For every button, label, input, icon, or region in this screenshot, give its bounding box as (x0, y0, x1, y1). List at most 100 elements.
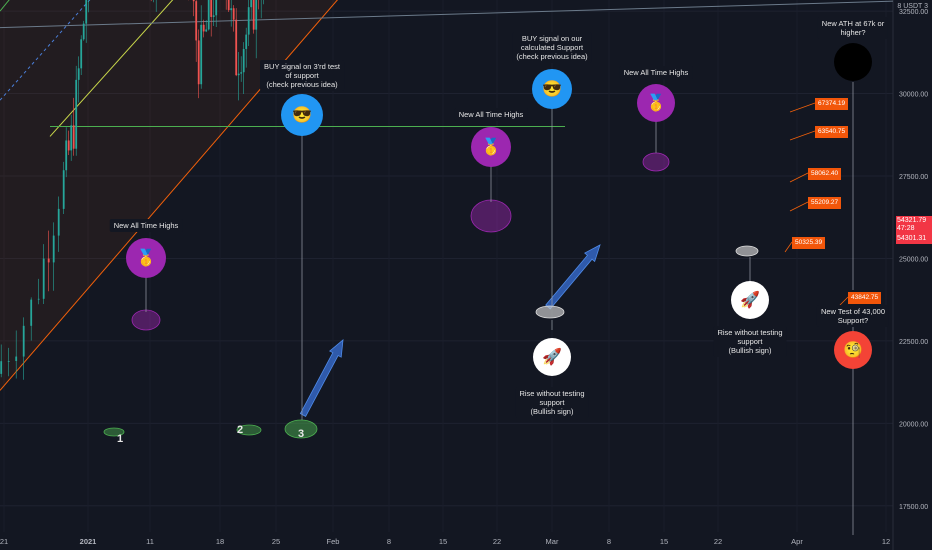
candle-body (52, 235, 55, 263)
rocket-icon: 🚀 (533, 338, 571, 376)
low-price-tag: 54301.31 (896, 234, 932, 244)
candle-body (65, 140, 68, 171)
annotation-callout: New All Time Highs (454, 108, 528, 121)
candle-body (255, 0, 258, 30)
candle-body (227, 0, 230, 11)
current-price: 54321.79 (897, 217, 927, 224)
candle-body (7, 361, 10, 362)
x-tick-label: Feb (327, 537, 340, 546)
medal-icon: 🥇 (471, 127, 511, 167)
y-tick-label: 30000.00 (899, 92, 928, 99)
x-tick-label: 21 (0, 537, 8, 546)
support-touch-2 (236, 424, 262, 436)
candle-body (42, 258, 45, 299)
channel-price-tag: 67374.19 (815, 98, 849, 110)
x-tick-label: 25 (272, 537, 280, 546)
candle-body (235, 19, 238, 76)
y-tick-label: 32500.00 (899, 9, 928, 16)
candle-body (207, 0, 210, 30)
candle-body (205, 29, 208, 32)
candle-body (197, 40, 200, 85)
candle-body (230, 8, 233, 11)
candle-body (30, 299, 33, 326)
y-tick-label: 25000.00 (899, 256, 928, 263)
x-tick-label: 12 (882, 537, 890, 546)
x-tick-label: Mar (546, 537, 559, 546)
price-tag-connector (789, 201, 809, 212)
support-number-label: 2 (237, 424, 244, 436)
rocket-icon: 🚀 (731, 281, 769, 319)
sunglasses-icon: 😎 (532, 69, 572, 109)
candle-body (195, 1, 198, 41)
candle-body (62, 170, 65, 209)
support-line-32k (0, 0, 894, 29)
support-touch-3 (284, 419, 318, 439)
x-tick-label: 8 (607, 537, 611, 546)
ath-highlight-1 (131, 309, 161, 331)
candle-body (192, 0, 195, 2)
candle-body (232, 8, 235, 20)
x-tick-label: 18 (216, 537, 224, 546)
price-tag-connector (789, 172, 809, 183)
current-price-tag: 54321.79 47:28 (896, 216, 932, 234)
candle-body (0, 361, 3, 374)
medal-icon: 🥇 (126, 238, 166, 278)
price-tag-connector (789, 102, 816, 113)
price-tag-connector (789, 130, 816, 141)
annotation-callout: New All Time Highs (619, 66, 693, 79)
candle-body (242, 48, 245, 73)
support-number-label: 1 (117, 433, 124, 445)
channel-price-tag: 50325.39 (792, 237, 826, 249)
x-tick-label: 15 (439, 537, 447, 546)
candle-body (47, 258, 50, 263)
annotation-callout: Rise without testing support (Bullish si… (515, 387, 589, 418)
candle-body (202, 24, 205, 32)
candle-body (85, 0, 88, 24)
candle-body (67, 140, 70, 151)
support-number-label: 3 (298, 428, 305, 440)
currency-label[interactable]: 8 USDT 3 (897, 3, 928, 10)
satellite-icon: 🛰 (834, 43, 872, 81)
medal-icon: 🥇 (637, 84, 675, 122)
y-tick-label: 27500.00 (899, 174, 928, 181)
channel-price-tag: 43842.75 (848, 292, 882, 304)
candle-body (72, 125, 75, 149)
blue-arrow-2 (545, 244, 601, 310)
y-tick-label: 22500.00 (899, 339, 928, 346)
annotation-callout: New ATH at 67k or higher? (817, 17, 889, 39)
candle-body (80, 39, 83, 69)
x-tick-label: 22 (714, 537, 722, 546)
candle-body (250, 0, 253, 8)
candle-body (212, 15, 215, 17)
candle-body (252, 0, 255, 30)
x-tick-label: 8 (387, 537, 391, 546)
candle-body (37, 298, 40, 300)
x-tick-label: 11 (146, 537, 154, 546)
candle-body (210, 0, 213, 17)
candle-body (247, 7, 250, 35)
candle-body (77, 68, 80, 80)
low-price: 54301.31 (897, 235, 927, 242)
candle-body (70, 125, 73, 151)
price-tag-connector (784, 241, 793, 253)
candle-body (237, 73, 240, 76)
candle-body (245, 34, 248, 49)
support-touch-5 (735, 245, 759, 257)
support-touch-1 (103, 427, 125, 437)
annotation-callout: BUY signal on 3'rd test of support (chec… (260, 60, 344, 91)
x-tick-label: 2021 (80, 537, 97, 546)
x-tick-label: 22 (493, 537, 501, 546)
price-tag-connector (839, 296, 849, 306)
ath-highlight-3 (642, 152, 670, 172)
candle-body (82, 23, 85, 40)
ath-highlight-2 (470, 199, 512, 233)
candles (0, 0, 265, 380)
candle-body (57, 208, 60, 236)
x-tick-label: Apr (791, 537, 803, 546)
y-tick-label: 17500.00 (899, 504, 928, 511)
support-touch-4 (535, 305, 565, 319)
annotation-callout: New All Time Highs (109, 219, 183, 232)
annotation-callout: BUY signal on our calculated Support (ch… (512, 32, 592, 63)
x-tick-label: 15 (660, 537, 668, 546)
candle-body (15, 356, 18, 362)
